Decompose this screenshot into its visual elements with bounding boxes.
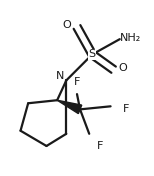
Text: NH₂: NH₂ <box>120 33 141 43</box>
Text: S: S <box>89 49 96 59</box>
Polygon shape <box>57 100 82 114</box>
Text: F: F <box>97 141 103 151</box>
Text: N: N <box>56 71 64 81</box>
Text: O: O <box>118 63 127 73</box>
Text: F: F <box>74 77 80 87</box>
Text: F: F <box>123 104 129 114</box>
Text: O: O <box>62 20 71 30</box>
